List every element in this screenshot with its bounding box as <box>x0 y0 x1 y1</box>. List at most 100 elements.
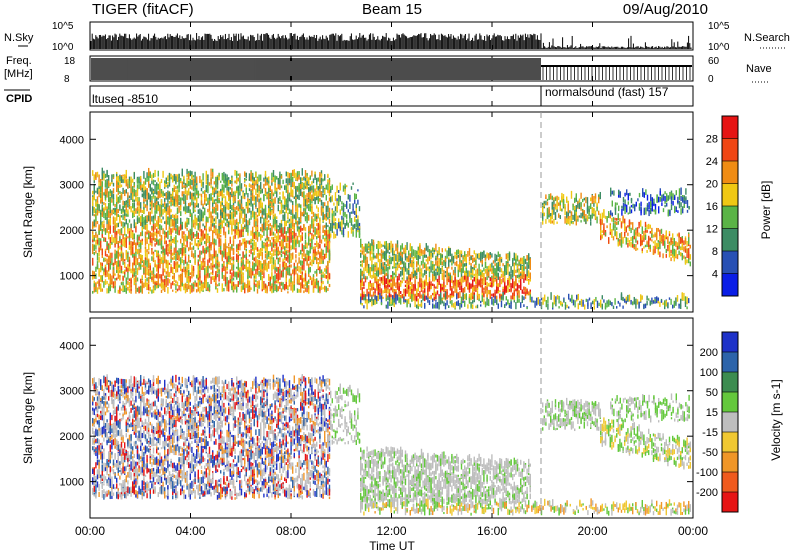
rti-cell <box>213 191 215 198</box>
rti-cell <box>287 192 289 200</box>
rti-cell <box>296 279 299 284</box>
rti-cell <box>376 263 378 271</box>
rti-cell <box>239 269 241 277</box>
rti-cell <box>301 260 303 264</box>
rti-cell <box>324 237 326 242</box>
rti-cell <box>276 188 278 192</box>
rti-cell <box>93 214 95 217</box>
rti-cell <box>138 254 140 259</box>
rti-cell <box>216 233 219 237</box>
rti-cell <box>300 177 302 183</box>
rti-cell <box>252 242 254 250</box>
rti-cell <box>186 265 188 272</box>
rti-cell <box>296 268 299 271</box>
rti-cell <box>108 180 110 187</box>
rti-cell <box>127 222 129 228</box>
rti-cell <box>277 278 279 284</box>
rti-cell <box>221 254 223 262</box>
rti-cell <box>180 238 182 244</box>
rti-cell <box>132 237 134 240</box>
rti-cell <box>101 171 103 180</box>
rti-cell <box>229 237 231 240</box>
rti-cell <box>256 237 259 242</box>
rti-cell <box>168 217 171 220</box>
rti-cell <box>244 214 246 223</box>
rti-cell <box>215 179 217 185</box>
rti-cell <box>194 215 196 223</box>
rti-cell <box>120 258 123 262</box>
rti-cell <box>279 226 281 231</box>
rti-cell <box>151 216 153 222</box>
rti-cell <box>98 186 100 189</box>
rti-cell <box>95 273 97 279</box>
rti-cell <box>205 275 207 283</box>
rti-cell <box>255 196 257 200</box>
rti-cell <box>248 218 251 224</box>
rti-cell <box>146 277 148 282</box>
rti-cell <box>135 222 137 230</box>
rti-cell <box>328 218 331 224</box>
rti-cell <box>180 177 182 181</box>
rti-cell <box>200 187 203 192</box>
rti-cell <box>108 283 110 287</box>
rti-cell <box>100 286 102 292</box>
rti-cell <box>247 193 249 198</box>
rti-cell <box>127 251 129 254</box>
rti-cell <box>189 272 191 275</box>
rti-cell <box>208 240 211 244</box>
rti-cell <box>221 202 223 206</box>
rti-cell <box>245 172 247 179</box>
rti-cell <box>236 210 238 215</box>
rti-cell <box>328 211 331 219</box>
rti-cell <box>130 176 132 182</box>
rti-cell <box>119 275 121 281</box>
rti-cell <box>385 278 387 285</box>
rti-cell <box>144 204 147 208</box>
rti-cell <box>216 213 219 218</box>
rti-cell <box>162 282 164 290</box>
rti-cell <box>157 177 159 182</box>
rti-cell <box>207 197 209 205</box>
rti-cell <box>148 211 150 216</box>
rti-cell <box>221 184 223 192</box>
rti-cell <box>216 184 219 190</box>
rti-cell <box>269 206 271 212</box>
rti-cell <box>210 215 212 224</box>
rti-cell <box>135 251 137 259</box>
rti-cell <box>231 177 233 182</box>
rti-cell <box>213 264 215 268</box>
rti-cell <box>314 191 316 196</box>
rti-cell <box>188 206 190 211</box>
rti-cell <box>277 204 279 209</box>
rti-cell <box>149 272 151 279</box>
rti-cell <box>180 248 182 255</box>
rti-cell <box>274 267 276 274</box>
rti-cell <box>361 287 363 293</box>
rti-cell <box>260 190 262 194</box>
rti-cell <box>130 187 132 194</box>
rti-cell <box>104 264 107 269</box>
rti-cell <box>285 234 287 239</box>
rti-cell <box>361 245 363 249</box>
rti-cell <box>266 241 268 250</box>
rti-cell <box>292 201 294 205</box>
rti-cell <box>220 206 222 212</box>
rti-cell <box>316 278 318 286</box>
rti-cell <box>260 260 262 267</box>
rti-cell <box>242 229 244 232</box>
rti-cell <box>108 243 110 247</box>
rti-cell <box>221 220 223 225</box>
rti-cell <box>176 268 179 273</box>
rti-cell <box>308 289 310 294</box>
rti-cell <box>125 213 127 217</box>
rti-cell <box>268 274 270 281</box>
rti-cell <box>130 184 132 188</box>
rti-cell <box>237 221 239 228</box>
rti-cell <box>306 199 308 203</box>
rti-cell <box>232 264 235 271</box>
rti-cell <box>181 268 183 273</box>
rti-cell <box>339 221 341 227</box>
rti-cell <box>204 274 206 282</box>
rti-cell <box>108 210 110 218</box>
rti-cell <box>376 278 378 283</box>
